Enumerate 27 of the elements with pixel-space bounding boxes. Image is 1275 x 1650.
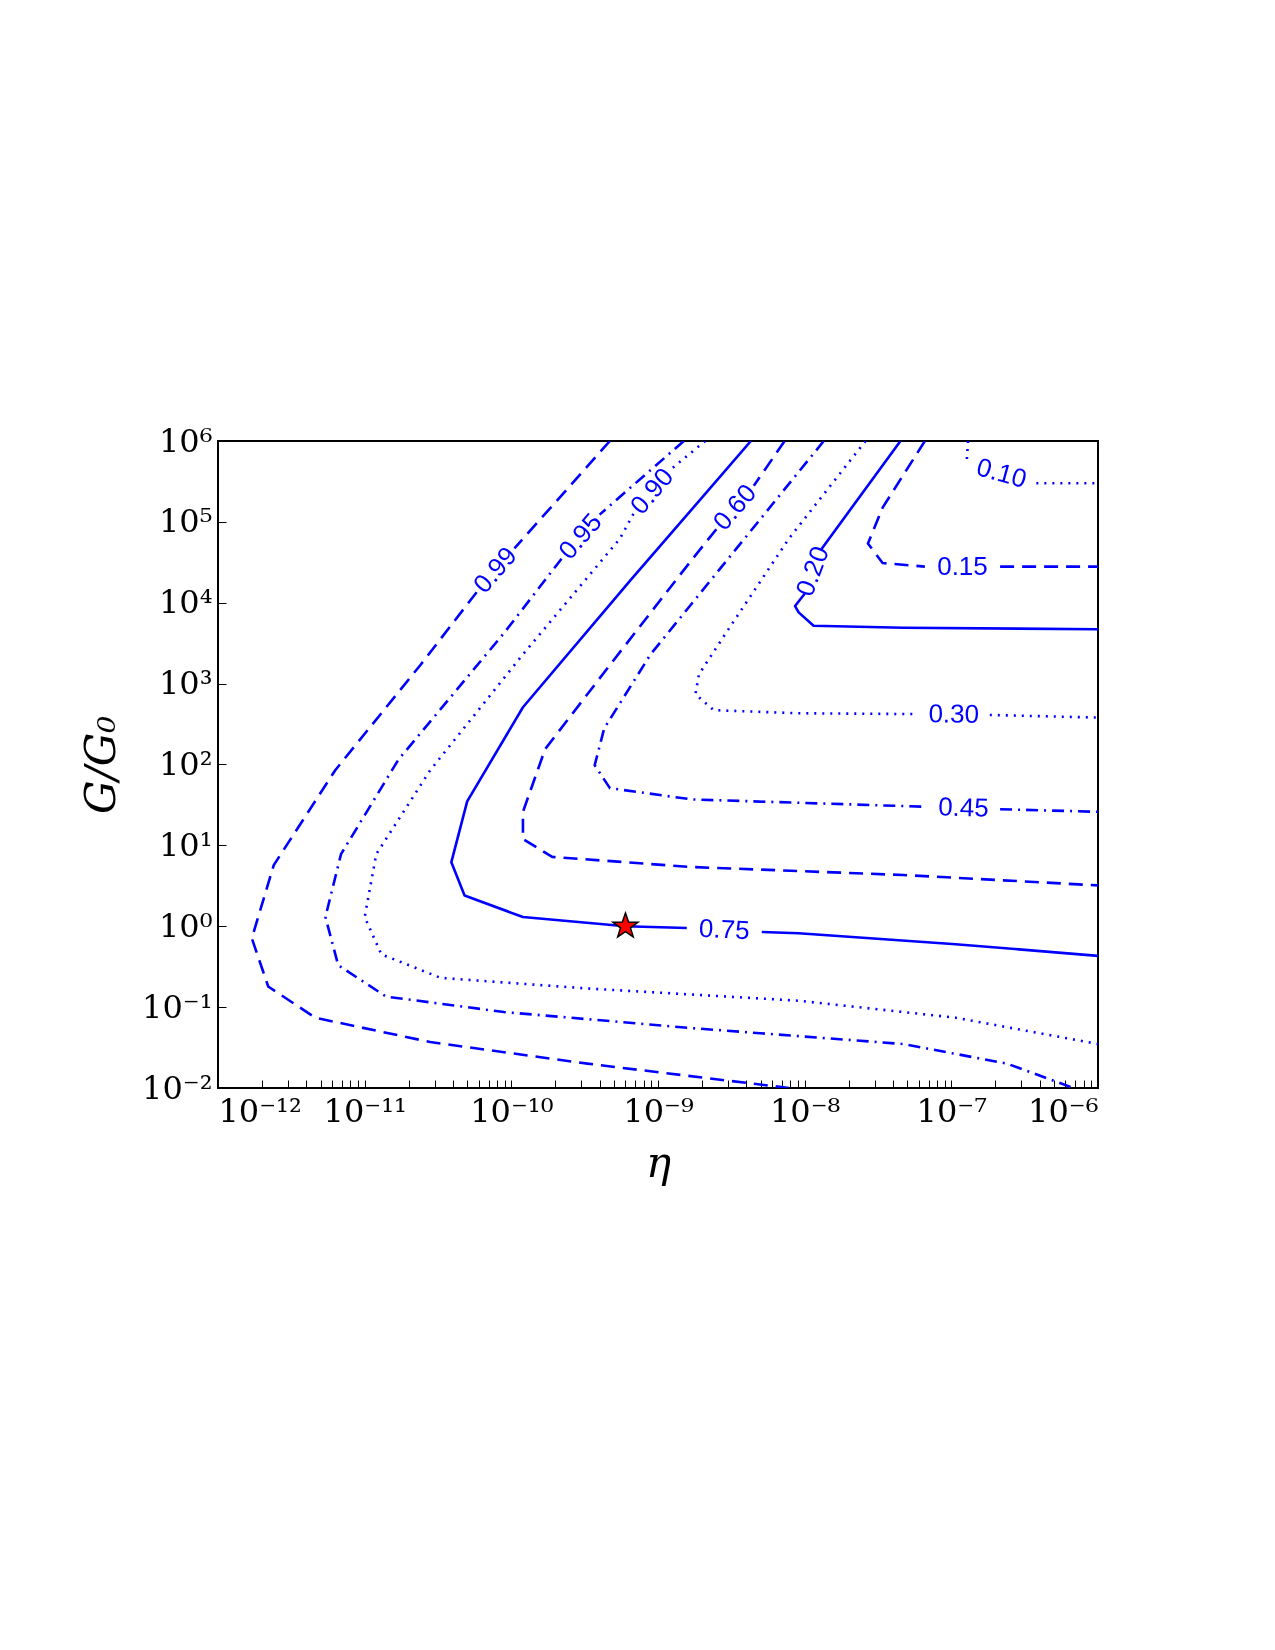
y-tick-label: 10³	[158, 664, 213, 703]
series-label: 0.15	[937, 550, 988, 581]
y-tick-label: 10⁶	[158, 421, 213, 460]
x-tick-label: 10⁻⁷	[916, 1091, 988, 1130]
x-tick-label: 10⁻⁹	[623, 1091, 694, 1130]
y-tick-label: 10⁻¹	[142, 987, 213, 1026]
text: 0.99	[466, 540, 523, 599]
y-tick-label: 10²	[158, 745, 213, 783]
y-tick-label: 10⁴	[158, 583, 213, 622]
x-tick-label: 10⁻¹⁰	[470, 1091, 554, 1130]
series-label: 0.75	[698, 912, 751, 946]
x-tick-label: 10⁻⁸	[769, 1091, 841, 1130]
y-tick-label: 10⁰	[158, 906, 213, 945]
x-tick-label: 10⁻¹²	[218, 1091, 302, 1130]
text: 0.60	[706, 477, 763, 536]
y-tick-label: 10⁵	[158, 502, 213, 541]
x-tick-label: 10⁻¹¹	[323, 1091, 407, 1130]
x-tick-label: 10⁻⁶	[1028, 1091, 1099, 1130]
y-axis-title: G/G₀	[76, 715, 126, 815]
y-tick-label: 10⁻²	[142, 1068, 213, 1107]
text: 0.20	[789, 542, 835, 601]
text: 0.10	[973, 451, 1031, 494]
series-label: 0.30	[928, 698, 980, 729]
x-axis-title: η	[645, 1137, 672, 1187]
series-label: 0.45	[937, 791, 990, 823]
y-tick-label: 10¹	[158, 825, 213, 864]
text: 0.90	[623, 461, 680, 520]
